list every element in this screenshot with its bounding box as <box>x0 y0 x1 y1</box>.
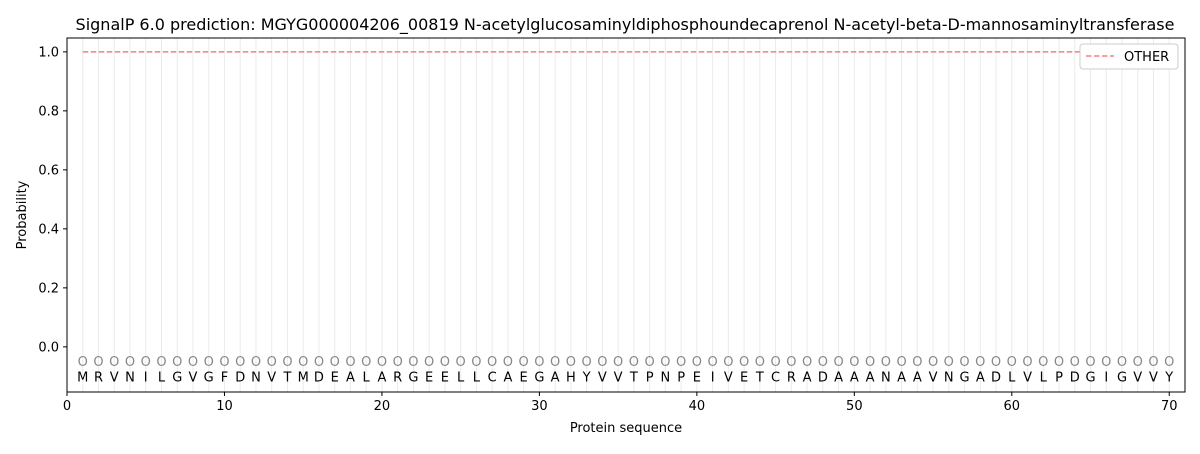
residue-sequence: MRVNILGVGFDNVTMDEALARGEELLCAEGAHYVVTPNPE… <box>77 370 1173 385</box>
x-tick-label: 60 <box>1004 399 1021 414</box>
y-tick-label: 0.8 <box>38 104 59 119</box>
x-tick-label: 30 <box>531 399 548 414</box>
plot-frame <box>66 37 1186 393</box>
x-tick-label: 40 <box>689 399 706 414</box>
y-tick-label: 0.2 <box>38 281 59 296</box>
x-tick-label: 0 <box>63 399 71 414</box>
x-tick-label: 70 <box>1161 399 1178 414</box>
y-tick-label: 0.4 <box>38 222 59 237</box>
y-ticks: 0.0 0.2 0.4 0.6 0.8 1.0 <box>38 45 67 355</box>
y-axis-label: Probability <box>15 180 30 249</box>
x-ticks: 0 10 20 30 40 50 60 70 <box>63 392 1178 414</box>
x-axis-label: Protein sequence <box>570 421 682 436</box>
legend-box <box>1079 43 1179 70</box>
x-tick-label: 20 <box>374 399 391 414</box>
chart-title: SignalP 6.0 prediction: MGYG000004206_00… <box>76 15 1175 35</box>
legend: OTHER <box>1079 43 1179 70</box>
legend-label-other: OTHER <box>1124 50 1169 65</box>
x-tick-label: 10 <box>216 399 233 414</box>
y-tick-label: 0.6 <box>38 163 59 178</box>
x-tick-label: 50 <box>846 399 863 414</box>
predicted-labels: OOOOOOOOOOOOOOOOOOOOOOOOOOOOOOOOOOOOOOOO… <box>78 355 1175 370</box>
grid <box>82 38 1170 392</box>
marks: OOOOOOOOOOOOOOOOOOOOOOOOOOOOOOOOOOOOOOOO… <box>77 51 1175 385</box>
y-tick-label: 0.0 <box>38 340 59 355</box>
y-tick-label: 1.0 <box>38 45 59 60</box>
